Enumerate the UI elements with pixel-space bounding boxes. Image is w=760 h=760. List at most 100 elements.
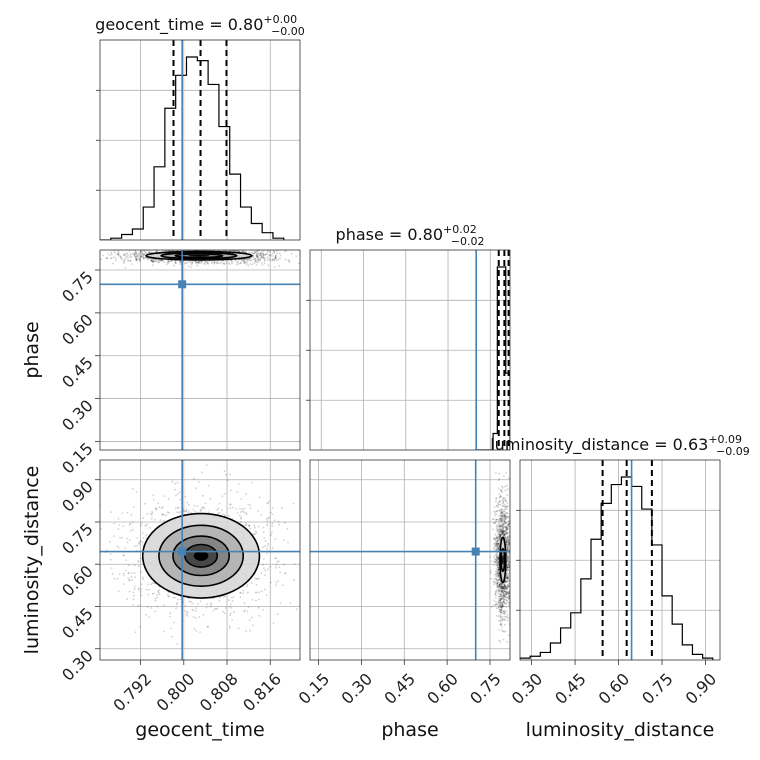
sample-point — [495, 543, 498, 545]
sample-point — [216, 607, 219, 610]
sample-point — [129, 255, 132, 257]
sample-point — [254, 533, 256, 536]
sample-point — [503, 601, 506, 603]
sample-point — [225, 242, 227, 244]
sample-point — [504, 596, 506, 599]
sample-point — [511, 569, 513, 571]
sample-point — [501, 524, 504, 527]
sample-point — [507, 593, 510, 595]
sample-point — [494, 522, 496, 525]
sample-point — [497, 602, 500, 604]
sample-point — [493, 510, 495, 513]
sample-point — [502, 531, 504, 534]
sample-point — [305, 567, 307, 569]
sample-point — [121, 512, 124, 514]
sample-point — [503, 587, 506, 590]
sample-point — [505, 528, 508, 531]
sample-point — [495, 513, 498, 516]
sample-point — [503, 586, 506, 588]
sample-point — [495, 535, 498, 538]
sample-point — [500, 590, 503, 593]
sample-point — [169, 612, 172, 615]
sample-point — [498, 589, 501, 592]
sample-point — [513, 517, 515, 519]
title-main-0: geocent_time = 0.80 — [95, 15, 263, 35]
sample-point — [506, 563, 509, 566]
sample-point — [150, 583, 153, 586]
sample-point — [113, 535, 115, 537]
sample-point — [497, 542, 500, 545]
sample-point — [211, 262, 213, 265]
sample-point — [501, 491, 503, 493]
sample-point — [243, 610, 246, 613]
sample-point — [267, 568, 269, 571]
hist-panel-luminosity_distance — [516, 459, 721, 661]
sample-point — [498, 629, 500, 631]
sample-point — [262, 254, 264, 256]
sample-point — [141, 252, 144, 255]
sample-point — [154, 599, 157, 602]
sample-point — [266, 518, 268, 521]
sample-point — [212, 610, 215, 612]
sample-point — [496, 548, 498, 550]
sample-point — [190, 263, 193, 266]
sample-point — [505, 529, 508, 531]
sample-point — [506, 546, 509, 548]
sample-point — [100, 258, 102, 261]
sample-point — [273, 257, 276, 260]
sample-point — [500, 585, 503, 588]
sample-point — [254, 260, 257, 263]
sample-point — [500, 533, 503, 536]
sample-point — [495, 525, 498, 528]
sample-point — [493, 538, 495, 540]
sample-point — [498, 568, 500, 570]
sample-point — [496, 584, 499, 586]
sample-point — [154, 597, 157, 600]
sample-point — [502, 605, 504, 608]
sample-point — [271, 252, 274, 255]
sample-point — [503, 612, 506, 615]
sample-point — [221, 495, 224, 498]
sample-point — [500, 598, 503, 601]
sample-point — [497, 586, 500, 589]
sample-point — [248, 251, 251, 254]
sample-point — [127, 260, 130, 262]
sample-point — [267, 516, 269, 519]
sample-point — [278, 566, 281, 568]
sample-point — [504, 587, 507, 590]
sample-point — [264, 540, 267, 543]
sample-point — [185, 510, 188, 512]
sample-point — [250, 582, 253, 585]
sample-point — [174, 482, 177, 485]
sample-point — [505, 525, 508, 528]
sample-point — [496, 579, 499, 581]
sample-point — [505, 606, 508, 608]
sample-point — [500, 608, 503, 611]
sample-point — [494, 574, 496, 576]
sample-point — [127, 572, 130, 574]
sample-point — [262, 558, 265, 560]
sample-point — [504, 515, 506, 517]
sample-point — [145, 252, 147, 254]
sample-point — [248, 524, 251, 527]
sample-point — [497, 567, 500, 570]
sample-point — [176, 602, 179, 604]
sample-point — [145, 588, 148, 591]
sample-point — [504, 586, 506, 589]
sample-point — [500, 510, 502, 512]
sample-point — [506, 588, 509, 591]
sample-point — [503, 475, 505, 477]
sample-point — [255, 251, 257, 254]
sample-point — [170, 635, 173, 638]
sample-point — [498, 583, 501, 586]
sample-point — [174, 494, 177, 497]
sample-point — [507, 561, 510, 563]
sample-point — [497, 548, 500, 551]
sample-point — [252, 252, 255, 255]
sample-point — [506, 560, 509, 562]
sample-point — [135, 253, 138, 256]
sample-point — [238, 250, 241, 253]
sample-point — [195, 262, 198, 265]
sample-point — [232, 596, 235, 598]
sample-point — [260, 254, 263, 257]
